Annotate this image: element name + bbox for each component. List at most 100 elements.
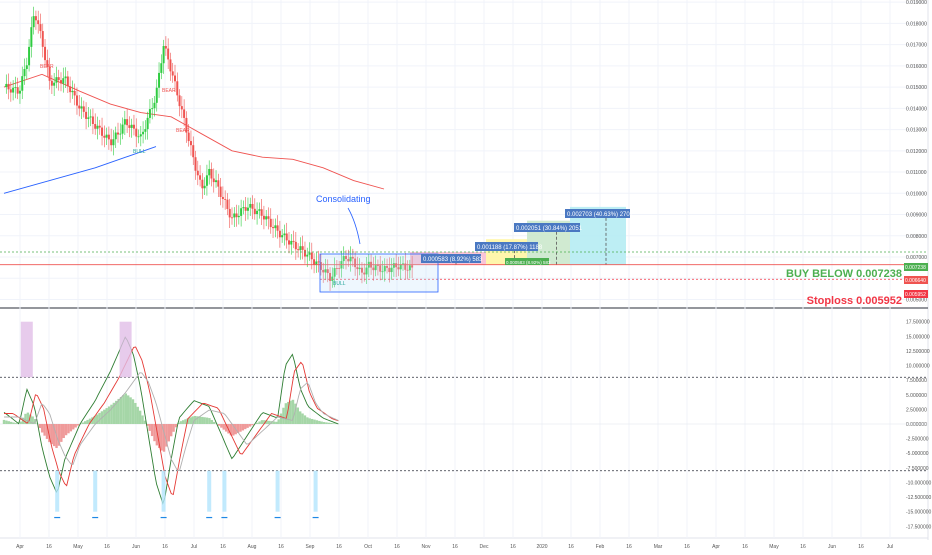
candle-down xyxy=(217,180,219,186)
osc-histogram-bar xyxy=(43,424,45,436)
osc-histogram-bar xyxy=(117,399,119,424)
candle-up xyxy=(112,139,114,145)
candle-down xyxy=(313,259,315,264)
target-badge-3[interactable]: 0.002051 (30.84%) 2051 xyxy=(514,223,583,232)
target-badge-4[interactable]: 0.002703 (40.63%) 2702 xyxy=(565,209,634,218)
candle-down xyxy=(213,179,215,183)
candle-down xyxy=(229,209,231,217)
osc-histogram-bar xyxy=(10,422,12,424)
osc-histogram-bar xyxy=(299,411,301,424)
x-tick-label: 16 xyxy=(46,544,52,550)
osc-histogram-bar xyxy=(218,424,220,426)
y-tick-label: 0.013000 xyxy=(906,128,927,134)
osc-histogram-bar xyxy=(306,417,308,424)
candle-up xyxy=(160,63,162,73)
target-badge-1[interactable]: 0.000583 (8.92%) 583 xyxy=(421,254,483,263)
osc-oversold-marker xyxy=(55,471,59,512)
candle-down xyxy=(60,80,62,83)
osc-histogram-bar xyxy=(297,408,299,424)
osc-histogram-bar xyxy=(182,420,184,424)
candle-up xyxy=(138,136,140,137)
osc-histogram-bar xyxy=(67,424,69,433)
consolidating-arrow xyxy=(348,208,360,244)
y-tick-label: 0.005000 xyxy=(906,298,927,304)
x-tick-label: 16 xyxy=(336,544,342,550)
candle-down xyxy=(236,213,238,217)
candle-up xyxy=(142,132,144,134)
osc-histogram-bar xyxy=(309,418,311,424)
osc-histogram-bar xyxy=(277,419,279,424)
candle-up xyxy=(5,84,7,87)
osc-tick-label: 15.000000 xyxy=(906,334,930,340)
osc-histogram-bar xyxy=(320,422,322,424)
osc-tick-label: 10.000000 xyxy=(906,364,930,370)
osc-overbought-marker xyxy=(120,322,132,378)
target-badge-2[interactable]: 0.001188 (17.87%) 1188 xyxy=(475,242,543,251)
osc-histogram-bar xyxy=(201,417,203,424)
candle-down xyxy=(302,246,304,250)
candle-down xyxy=(167,49,169,60)
osc-histogram-bar xyxy=(170,424,172,436)
x-tick-label: Jun xyxy=(132,544,140,550)
osc-tick-label: -5.000000 xyxy=(906,451,929,457)
candle-up xyxy=(208,169,210,175)
osc-histogram-bar xyxy=(151,424,153,436)
x-tick-label: 2020 xyxy=(536,544,547,550)
osc-histogram-bar xyxy=(251,424,253,425)
candle-down xyxy=(92,116,94,124)
candle-up xyxy=(81,106,83,108)
candle-up xyxy=(153,103,155,108)
osc-histogram-bar xyxy=(211,420,213,424)
candle-down xyxy=(199,175,201,179)
osc-histogram-bar xyxy=(261,420,263,424)
y-tick-label: 0.007000 xyxy=(906,255,927,261)
candle-down xyxy=(76,95,78,105)
osc-histogram-bar xyxy=(15,423,17,424)
osc-tick-label: 0.000000 xyxy=(906,422,927,428)
candle-down xyxy=(201,180,203,189)
osc-histogram-bar xyxy=(311,419,313,424)
osc-histogram-bar xyxy=(332,423,334,424)
osc-histogram-bar xyxy=(203,417,205,424)
candle-up xyxy=(55,77,57,83)
current-price-tag: 0.006640 xyxy=(904,276,928,284)
candle-down xyxy=(261,209,263,216)
x-tick-label: Dec xyxy=(480,544,489,550)
candle-up xyxy=(147,118,149,129)
x-tick-label: May xyxy=(73,544,83,550)
osc-histogram-bar xyxy=(5,421,7,424)
osc-histogram-bar xyxy=(249,424,251,427)
x-tick-label: 16 xyxy=(104,544,110,550)
zone-badge: 0.000583 (8.92%) 583 xyxy=(505,258,551,265)
osc-tick-label: -2.500000 xyxy=(906,437,929,443)
candle-down xyxy=(183,109,185,118)
candle-up xyxy=(124,119,126,124)
candle-down xyxy=(58,77,60,80)
candle-down xyxy=(295,242,297,249)
osc-tick-label: 7.500000 xyxy=(906,378,927,384)
osc-histogram-bar xyxy=(256,423,258,424)
candle-down xyxy=(267,216,269,219)
osc-histogram-bar xyxy=(273,421,275,424)
stoploss-price-tag: 0.005952 xyxy=(904,290,928,298)
osc-histogram-bar xyxy=(82,422,84,424)
candle-down xyxy=(99,126,101,128)
current-price-tag-text: 0.006640 xyxy=(905,278,926,284)
candle-up xyxy=(140,134,142,136)
candle-down xyxy=(286,234,288,241)
target-badge-3-text: 0.002051 (30.84%) 2051 xyxy=(516,226,583,232)
osc-histogram-bar xyxy=(106,408,108,424)
osc-histogram-bar xyxy=(282,408,284,424)
osc-oversold-marker xyxy=(314,471,318,512)
osc-histogram-bar xyxy=(318,421,320,424)
buy-below-price-tag: 0.007238 xyxy=(904,263,928,271)
candle-up xyxy=(151,108,153,109)
candle-up xyxy=(256,211,258,214)
stoploss-label: Stoploss 0.005952 xyxy=(807,295,902,307)
candle-down xyxy=(277,225,279,230)
x-tick-label: May xyxy=(769,544,779,550)
buy-below-label: BUY BELOW 0.007238 xyxy=(786,268,902,280)
x-tick-label: Aug xyxy=(248,544,257,550)
candle-down xyxy=(270,219,272,227)
